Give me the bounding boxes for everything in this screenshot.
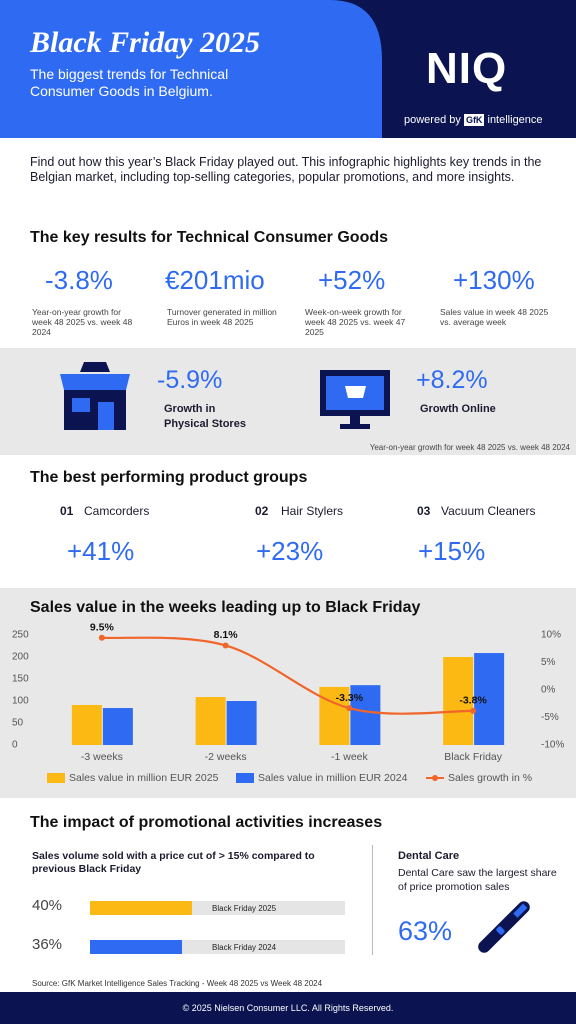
group-value: +15% (418, 536, 486, 566)
source: Source: GfK Market Intelligence Sales Tr… (32, 979, 323, 988)
value-label: -3.8% (459, 695, 487, 707)
subtitle: The biggest trends for Technical Consume… (30, 66, 229, 99)
bar (71, 704, 102, 745)
y2-tick-label: 0% (541, 685, 556, 696)
dental-text: Dental Care saw the largest share of pri… (398, 867, 557, 893)
dental-value: 63% (398, 916, 453, 946)
key-value: +130% (453, 265, 535, 295)
promo-bar (90, 901, 192, 915)
channel-value: +8.2% (416, 366, 488, 394)
bar (350, 685, 381, 745)
channels-note: Year-on-year growth for week 48 2025 vs.… (369, 443, 570, 452)
legend-label: Sales value in million EUR 2025 (69, 772, 219, 784)
key-value: -3.8% (45, 265, 113, 295)
section-title: The impact of promotional activities inc… (30, 814, 383, 831)
x-tick-label: -3 weeks (81, 751, 123, 763)
key-text: Year-on-year growth for week 48 2025 vs.… (32, 307, 133, 337)
promo-value: 36% (32, 936, 63, 953)
group-name: Hair Stylers (281, 504, 344, 518)
bar (474, 653, 505, 745)
key-text: Sales value in week 48 2025 vs. average … (440, 307, 549, 327)
footer: © 2025 Nielsen Consumer LLC. All Rights … (0, 992, 576, 1024)
logo: NIQ (426, 44, 508, 93)
chart-title: Sales value in the weeks leading up to B… (30, 599, 420, 616)
legend-swatch (236, 773, 254, 783)
promo-bar (90, 940, 182, 954)
y-tick-label: 100 (12, 696, 29, 707)
bar (226, 701, 257, 745)
rank: 01 (60, 504, 74, 518)
line-point (98, 634, 105, 641)
monitor-icon (320, 370, 390, 429)
y-tick-label: 50 (12, 718, 24, 729)
legend-swatch (47, 773, 65, 783)
bar (319, 686, 350, 745)
value-label: 8.1% (214, 629, 239, 641)
rank: 03 (417, 504, 431, 518)
key-value: +52% (318, 265, 386, 295)
group-value: +23% (256, 536, 324, 566)
divider (372, 845, 373, 955)
legend-label: Sales growth in % (448, 772, 532, 784)
section-title: The key results for Technical Consumer G… (30, 229, 389, 246)
channel-label: Growth in Physical Stores (164, 403, 246, 430)
promo-value: 40% (32, 897, 63, 914)
line-point (346, 705, 353, 712)
title: Black Friday 2025 (30, 26, 260, 59)
key-text: Turnover generated in million Euros in w… (167, 307, 277, 327)
y2-tick-label: -5% (541, 712, 559, 723)
section-title: The best performing product groups (30, 469, 308, 486)
intro: Find out how this year’s Black Friday pl… (30, 155, 542, 184)
intelligence-text: intelligence (487, 114, 543, 126)
legend-label: Sales value in million EUR 2024 (258, 772, 408, 784)
y2-tick-label: 5% (541, 657, 556, 668)
powered-by: powered by GfK intelligence (404, 114, 543, 126)
y2-tick-label: 10% (541, 630, 561, 641)
promo-bar-label: Black Friday 2024 (212, 943, 277, 952)
value-label: -3.3% (336, 692, 364, 704)
channel-value: -5.9% (157, 366, 223, 394)
y2-tick-label: -10% (541, 740, 564, 751)
legend-swatch (432, 775, 438, 781)
y-tick-label: 0 (12, 740, 18, 751)
gfk-badge: GfK (463, 114, 485, 126)
powered-text: powered by (404, 114, 461, 126)
y-tick-label: 200 (12, 652, 29, 663)
bar (443, 657, 474, 745)
header-bg (0, 0, 576, 138)
group-name: Vacuum Cleaners (441, 504, 536, 518)
line-point (222, 642, 229, 649)
bar (195, 697, 226, 745)
promo-subtitle: Sales volume sold with a price cut of > … (32, 850, 315, 875)
promo-bar-label: Black Friday 2025 (212, 904, 277, 913)
key-value: €201mio (165, 265, 265, 295)
y-tick-label: 250 (12, 630, 29, 641)
toothbrush-icon (478, 901, 530, 953)
x-tick-label: -1 week (331, 751, 369, 763)
store-icon (60, 362, 130, 430)
bar (102, 708, 133, 745)
line-point (470, 707, 477, 714)
value-label: 9.5% (90, 622, 115, 634)
dental-title: Dental Care (398, 850, 460, 862)
y-tick-label: 150 (12, 674, 29, 685)
rank: 02 (255, 504, 269, 518)
group-value: +41% (67, 536, 135, 566)
channel-label: Growth Online (420, 403, 496, 415)
key-text: Week-on-week growth for week 48 2025 vs.… (305, 307, 406, 337)
line (101, 636, 474, 715)
x-tick-label: Black Friday (444, 751, 503, 763)
chart: Sales value in the weeks leading up to B… (0, 588, 576, 798)
group-name: Camcorders (84, 504, 150, 518)
x-tick-label: -2 weeks (205, 751, 247, 763)
